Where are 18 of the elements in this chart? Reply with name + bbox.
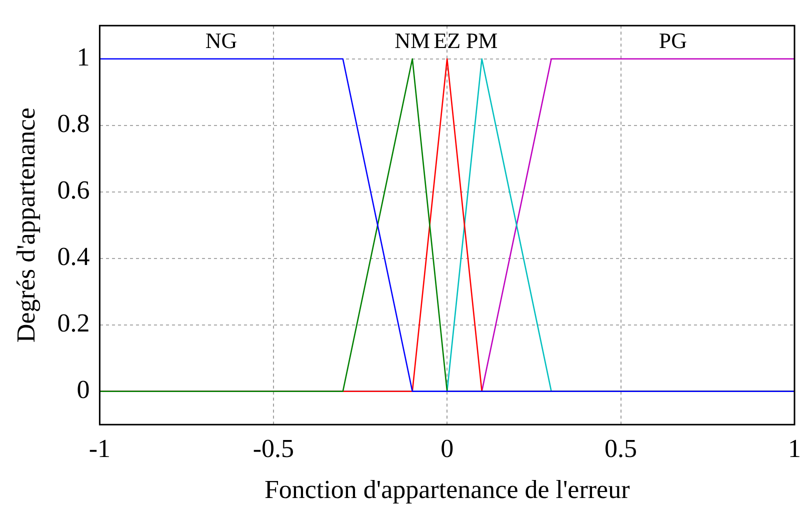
y-axis-title: Degrés d'appartenance — [11, 108, 40, 343]
x-tick-label: -1 — [88, 434, 111, 464]
series-label: PM — [466, 28, 498, 54]
x-tick-label: 1 — [788, 434, 801, 464]
y-tick-label: 0.6 — [57, 176, 90, 205]
series-label: NM — [394, 28, 430, 54]
y-tick-label: 0.4 — [57, 242, 90, 272]
y-tick-label: 0 — [76, 375, 90, 404]
series-label: EZ — [434, 28, 461, 54]
y-tick-label: 0.2 — [57, 308, 90, 338]
x-tick-label: -0.5 — [252, 434, 294, 464]
x-tick-label: 0 — [440, 434, 454, 464]
x-tick-label: 0.5 — [604, 434, 638, 464]
x-axis-title: Fonction d'appartenance de l'erreur — [264, 475, 630, 504]
series-label: NG — [205, 28, 238, 54]
series-label: PG — [658, 28, 688, 54]
y-tick-label: 1 — [76, 42, 90, 72]
y-tick-label: 0.8 — [57, 109, 90, 138]
